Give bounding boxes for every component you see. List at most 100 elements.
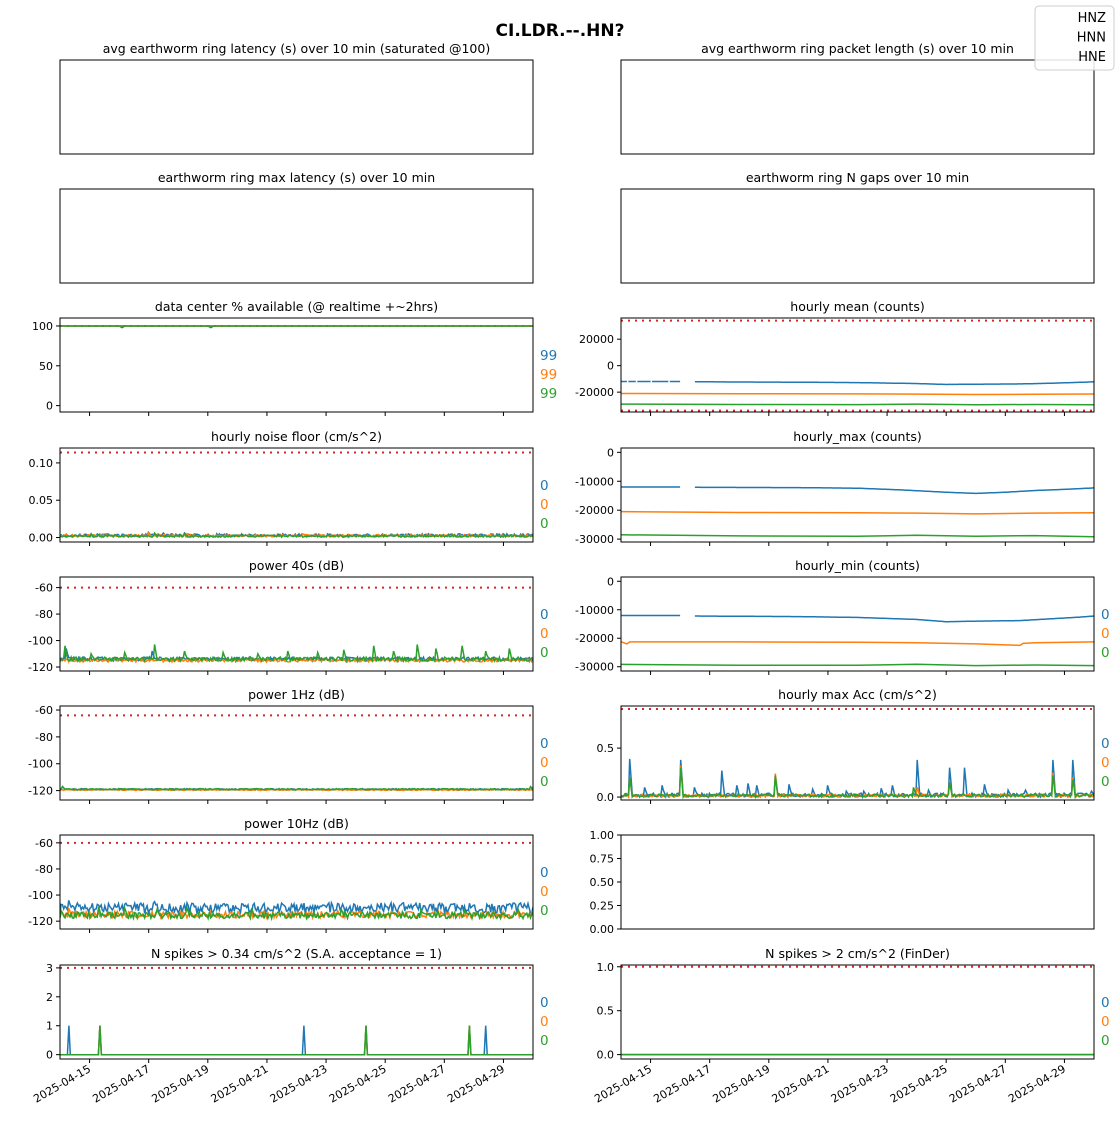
panel-p1: avg earthworm ring packet length (s) ove… [620, 41, 1095, 155]
panel-title: hourly noise floor (cm/s^2) [211, 429, 382, 444]
panel-p11: hourly max Acc (cm/s^2) 0.0 0.5 0 0 0 [597, 687, 1110, 804]
y-tick-label: 0 [607, 360, 614, 373]
panel-title: N spikes > 2 cm/s^2 (FinDer) [765, 946, 950, 961]
plot-area [60, 841, 533, 922]
axes-frame [59, 317, 534, 413]
panel-title: hourly max Acc (cm/s^2) [778, 687, 937, 702]
y-tick-label: 1.0 [597, 961, 615, 974]
panel-p12: power 10Hz (dB) -120 -100 -80 -60 0 0 0 [28, 816, 549, 933]
side-value-hnn: 99 [540, 367, 557, 383]
y-tick-label: -120 [28, 785, 53, 798]
figure-title: CI.LDR.--.HN? [496, 21, 625, 41]
side-value-hnz: 0 [1101, 995, 1110, 1011]
y-tick-label: -20000 [575, 632, 614, 645]
y-tick-label: 20000 [579, 333, 614, 346]
side-value-hnn: 0 [1101, 1014, 1110, 1030]
side-value-hnz: 0 [1101, 607, 1110, 623]
y-tick-label: -10000 [575, 604, 614, 617]
series-line-hnn [621, 392, 1094, 396]
y-tick-label: 0.50 [590, 876, 615, 889]
axes-frame [620, 705, 1095, 801]
y-tick-label: 0.00 [590, 923, 615, 936]
y-tick-label: -20000 [575, 504, 614, 517]
y-tick-label: 2 [46, 991, 53, 1004]
side-value-hnn: 0 [540, 497, 549, 513]
y-tick-label: 0.5 [597, 742, 615, 755]
series-line-hnz [694, 380, 1094, 386]
series-line-hne [60, 905, 533, 922]
series-line-hne [621, 663, 1094, 667]
side-value-hnn: 0 [540, 755, 549, 771]
side-value-hnz: 0 [540, 865, 549, 881]
series-line-hne [60, 1025, 533, 1056]
y-tick-label: -120 [28, 915, 53, 928]
y-tick-label: -30000 [575, 533, 614, 546]
panel-title: N spikes > 0.34 cm/s^2 (S.A. acceptance … [151, 946, 442, 961]
panel-title: avg earthworm ring packet length (s) ove… [701, 41, 1014, 56]
side-value-hne: 0 [1101, 774, 1110, 790]
y-tick-label: 0 [607, 446, 614, 459]
y-tick-label: 0.00 [29, 532, 54, 545]
plot-area [621, 965, 1094, 1056]
y-tick-label: 0.05 [29, 494, 54, 507]
panel-title: hourly mean (counts) [790, 299, 924, 314]
side-value-hnn: 0 [540, 1014, 549, 1030]
side-value-hne: 0 [540, 516, 549, 532]
plot-area [621, 614, 1094, 667]
y-tick-label: 1 [46, 1020, 53, 1033]
panel-title: power 40s (dB) [249, 558, 344, 573]
y-tick-label: 0.25 [590, 900, 615, 913]
series-line-hne [621, 403, 1094, 406]
panel-p6: hourly noise floor (cm/s^2) 0.00 0.05 0.10 0… [29, 429, 549, 546]
y-tick-label: -10000 [575, 475, 614, 488]
side-value-hnz: 0 [540, 736, 549, 752]
panel-title: hourly_max (counts) [793, 429, 922, 444]
y-tick-label: -20000 [575, 386, 614, 399]
panel-p2: earthworm ring max latency (s) over 10 m… [59, 170, 534, 284]
panel-p5: hourly mean (counts) -20000 0 20000 [575, 299, 1095, 416]
y-tick-label: -80 [35, 731, 53, 744]
y-tick-label: -120 [28, 661, 53, 674]
series-line-hne [60, 531, 533, 539]
axes-frame [59, 188, 534, 284]
y-tick-label: 0.0 [597, 791, 615, 804]
axes-frame [620, 964, 1095, 1060]
series-line-hnn [621, 510, 1094, 515]
y-tick-label: -60 [35, 582, 53, 595]
side-value-hnz: 0 [540, 995, 549, 1011]
axes-frame [59, 576, 534, 672]
panel-p0: avg earthworm ring latency (s) over 10 m… [59, 41, 534, 155]
side-value-hnz: 0 [540, 478, 549, 494]
y-tick-label: 0 [46, 1049, 53, 1062]
y-tick-label: 0.75 [590, 853, 615, 866]
axes-frame [620, 188, 1095, 284]
legend-entry-hnz: HNZ [1078, 11, 1107, 26]
legend: HNZ HNN HNE [1034, 5, 1115, 71]
y-tick-label: 0.0 [597, 1049, 615, 1062]
series-line-hne [621, 767, 1094, 800]
plot-area [621, 707, 1094, 800]
y-tick-label: -30000 [575, 661, 614, 674]
series-line-hne [60, 785, 533, 791]
series-line-hnz [694, 615, 1094, 623]
y-tick-label: -60 [35, 837, 53, 850]
y-tick-label: 0 [46, 400, 53, 413]
series-line-hnn [621, 640, 1094, 647]
side-value-hnn: 0 [1101, 626, 1110, 642]
axes-frame [59, 705, 534, 801]
y-tick-label: 3 [46, 962, 53, 975]
legend-entry-hnn: HNN [1077, 31, 1106, 46]
y-tick-label: -60 [35, 704, 53, 717]
plot-area [621, 319, 1094, 412]
panel-title: power 10Hz (dB) [244, 816, 349, 831]
axes-frame [620, 59, 1095, 155]
plot-area [60, 451, 533, 539]
axes-frame [620, 447, 1095, 543]
side-value-hnn: 0 [540, 626, 549, 642]
legend-box [1034, 5, 1115, 71]
y-tick-label: -80 [35, 608, 53, 621]
side-value-hne: 0 [1101, 645, 1110, 661]
side-value-hne: 0 [540, 903, 549, 919]
series-line-hne [60, 644, 533, 664]
legend-entry-hne: HNE [1078, 50, 1106, 65]
